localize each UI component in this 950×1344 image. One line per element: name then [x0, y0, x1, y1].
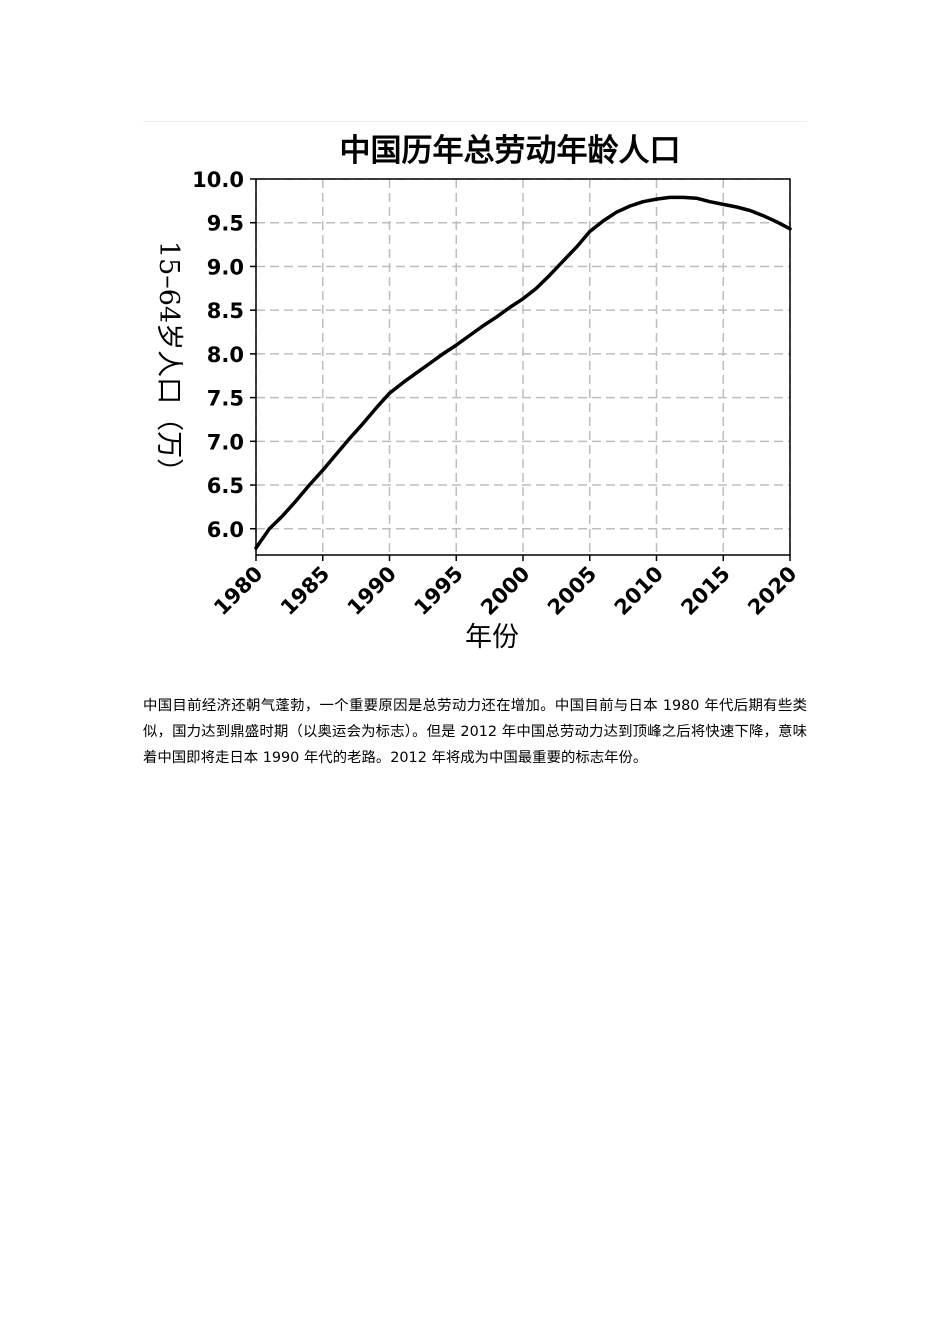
x-tick-label: 2005	[543, 562, 601, 620]
y-axis-label: 15–64岁人口（万）	[153, 241, 184, 485]
x-tick-label: 2010	[610, 562, 668, 620]
x-tick-label: 1980	[209, 562, 267, 620]
x-axis-label: 年份	[465, 622, 519, 653]
y-tick-label: 10.0	[192, 168, 244, 192]
x-tick-label: 2000	[476, 562, 534, 620]
y-tick-label: 7.5	[207, 387, 244, 411]
x-tick-label: 1990	[343, 562, 401, 620]
x-tick-label: 1985	[276, 562, 334, 620]
x-tick-label: 2020	[743, 562, 801, 620]
y-tick-label: 9.5	[207, 212, 244, 236]
y-tick-label: 8.0	[207, 343, 244, 367]
y-tick-label: 8.5	[207, 299, 244, 323]
y-tick-label: 6.5	[207, 474, 244, 498]
body-paragraph: 中国目前经济还朝气蓬勃，一个重要原因是总劳动力还在增加。中国目前与日本 1980…	[143, 698, 807, 766]
y-tick-label: 9.0	[207, 255, 244, 279]
chart-title: 中国历年总劳动年龄人口	[340, 133, 681, 169]
y-axis-ticks: 6.0 6.5 7.0 7.5 8.0 8.5 9.0 9.5 10.0	[192, 168, 256, 542]
top-divider	[143, 121, 807, 122]
series-line-labor-population	[254, 195, 792, 550]
labor-population-chart: 中国历年总劳动年龄人口 6.0 6.5 7.0 7.5 8.0 8.5 9.0 9.5 10.0…	[153, 133, 802, 653]
x-tick-label: 2015	[676, 562, 734, 620]
x-tick-label: 1995	[409, 562, 467, 620]
y-tick-label: 6.0	[207, 518, 244, 542]
chart-grid	[255, 178, 791, 555]
x-axis-ticks: 1980 1985 1990 1995 2000 2005 2010 2015 2020	[209, 555, 802, 620]
y-tick-label: 7.0	[207, 430, 244, 454]
